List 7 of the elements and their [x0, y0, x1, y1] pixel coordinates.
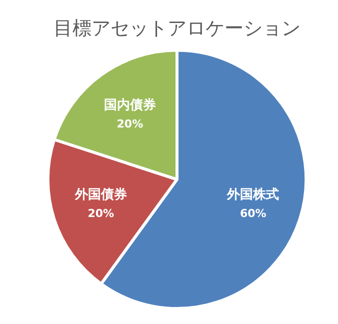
slice-label: 外国債券	[74, 188, 127, 203]
chart-title: 目標アセットアロケーション	[54, 17, 300, 40]
data-label: 20%	[116, 118, 144, 131]
data-label: 20%	[88, 206, 114, 220]
slice-label: 国内債券	[104, 98, 156, 114]
data-label: 60%	[240, 206, 266, 220]
slice-label: 外国株式	[226, 186, 280, 203]
